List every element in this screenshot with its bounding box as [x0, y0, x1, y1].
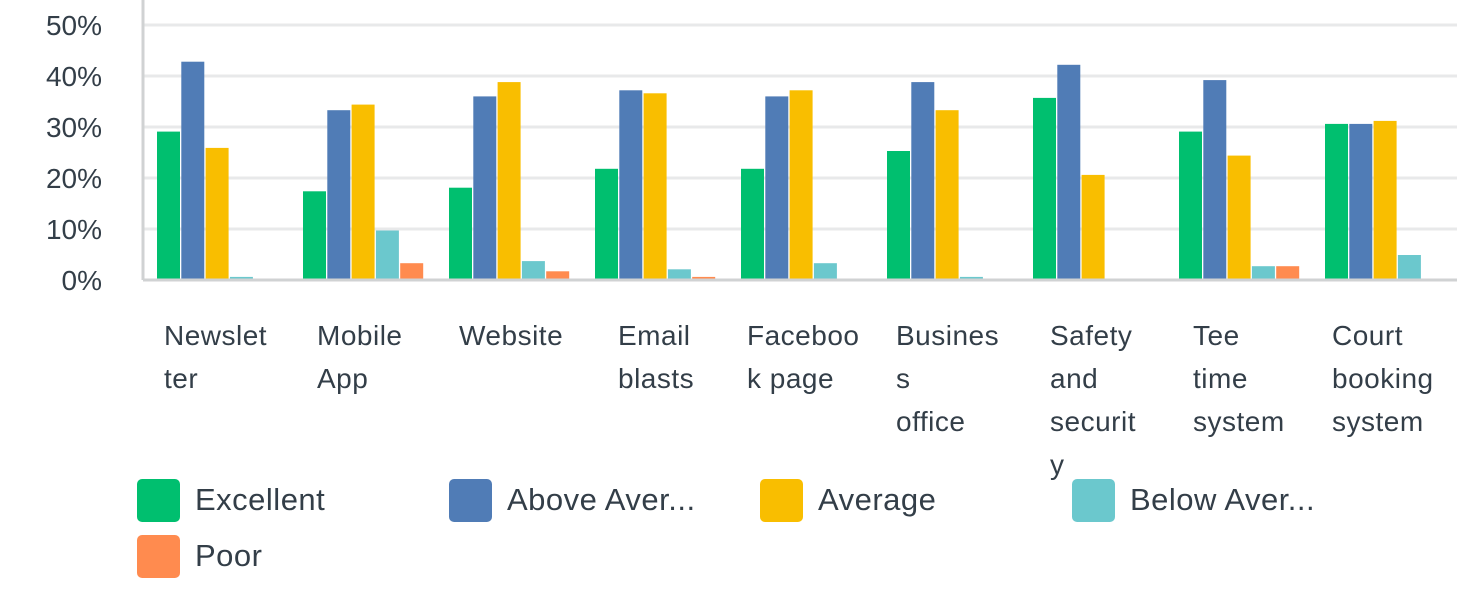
x-tick-label: Newslet ter — [164, 314, 267, 400]
bar — [619, 90, 643, 280]
bar — [546, 271, 570, 280]
legend-swatch — [137, 534, 180, 578]
y-tick-label: 50% — [46, 10, 102, 41]
x-tick-label-line: blasts — [618, 363, 695, 394]
x-tick-label-line: Court — [1332, 320, 1403, 351]
bar — [789, 90, 813, 280]
x-tick-label-line: ter — [164, 363, 199, 394]
x-tick-label-line: system — [1193, 406, 1285, 437]
bar — [375, 230, 399, 280]
legend-item[interactable]: Excellent — [137, 478, 325, 522]
x-tick-label-line: y — [1050, 449, 1065, 480]
legend-swatch — [449, 478, 492, 522]
bar — [181, 61, 205, 281]
y-tick-label: 20% — [46, 163, 102, 194]
legend-swatch — [760, 478, 803, 522]
x-tick-label-line: Website — [459, 320, 564, 351]
legend-swatch — [1072, 478, 1115, 522]
bar — [327, 110, 351, 280]
legend-label: Below Aver... — [1130, 482, 1316, 517]
legend-label: Poor — [195, 538, 263, 573]
y-tick-label: 30% — [46, 112, 102, 143]
legend-item[interactable]: Below Aver... — [1072, 478, 1315, 522]
x-tick-label: Safety and securit y — [1050, 314, 1136, 486]
y-tick-label: 10% — [46, 214, 102, 245]
bar — [813, 263, 837, 280]
bar — [1276, 266, 1300, 280]
bar — [205, 147, 229, 280]
bar — [1349, 123, 1373, 281]
bar — [303, 191, 326, 280]
bar — [643, 93, 667, 280]
bar — [1397, 255, 1421, 280]
y-tick-label: 40% — [46, 61, 102, 92]
bar — [521, 261, 545, 280]
x-tick-label-line: App — [317, 363, 369, 394]
bar — [1227, 155, 1251, 280]
x-tick-label-line: Busines — [896, 320, 1000, 351]
x-tick-label-line: Email — [618, 320, 691, 351]
x-tick-label-line: k page — [747, 363, 835, 394]
bar — [1081, 174, 1105, 280]
legend-label: Above Aver... — [507, 482, 696, 517]
x-tick-label-line: Newslet — [164, 320, 268, 351]
bar — [1033, 97, 1056, 281]
x-tick-label: Website — [459, 314, 563, 357]
bar — [157, 131, 180, 280]
bar — [887, 151, 910, 280]
legend-item[interactable]: Average — [760, 478, 936, 522]
x-tick-label-line: booking — [1332, 363, 1434, 394]
legend-swatch — [137, 478, 180, 522]
y-axis-ticks: 0% 10% 20% 30% 40% 50% — [46, 10, 102, 296]
x-tick-label-line: and — [1050, 363, 1099, 394]
legend-item[interactable]: Above Aver... — [449, 478, 696, 522]
bars — [157, 61, 1421, 281]
x-tick-label: Tee time system — [1193, 314, 1285, 443]
bar — [911, 82, 935, 280]
legend-label: Excellent — [195, 482, 326, 517]
x-tick-label: Busines s office — [896, 314, 999, 443]
bar — [935, 110, 959, 280]
x-tick-label-line: securit — [1050, 406, 1136, 437]
bar — [229, 276, 253, 280]
x-tick-label: Faceboo k page — [747, 314, 859, 400]
legend-label: Average — [818, 482, 937, 517]
bar — [449, 187, 472, 280]
bar — [959, 276, 983, 280]
bar — [595, 168, 618, 280]
y-tick-label: 0% — [62, 265, 102, 296]
x-tick-label-line: s — [896, 363, 911, 394]
bar — [692, 276, 716, 280]
bar — [1373, 120, 1397, 281]
bar — [400, 263, 424, 280]
bar — [473, 96, 497, 281]
x-tick-label-line: system — [1332, 406, 1424, 437]
bar — [741, 168, 764, 280]
x-tick-label-line: office — [896, 406, 966, 437]
bar — [667, 269, 691, 280]
bar — [1251, 266, 1275, 280]
bar — [1203, 80, 1227, 280]
bar — [497, 82, 521, 280]
bar — [351, 104, 375, 280]
x-tick-label-line: Safety — [1050, 320, 1133, 351]
bar — [1325, 123, 1348, 281]
legend-item[interactable]: Poor — [137, 534, 262, 578]
x-tick-label-line: Mobile — [317, 320, 403, 351]
x-tick-label: Email blasts — [618, 314, 694, 400]
x-tick-label: Mobile App — [317, 314, 402, 400]
x-tick-label-line: time — [1193, 363, 1248, 394]
bar — [1057, 64, 1081, 280]
bar — [1179, 131, 1202, 280]
x-tick-label-line: Tee — [1193, 320, 1240, 351]
x-tick-label-line: Faceboo — [747, 320, 860, 351]
bar — [765, 96, 789, 281]
x-tick-label: Court booking system — [1332, 314, 1434, 443]
